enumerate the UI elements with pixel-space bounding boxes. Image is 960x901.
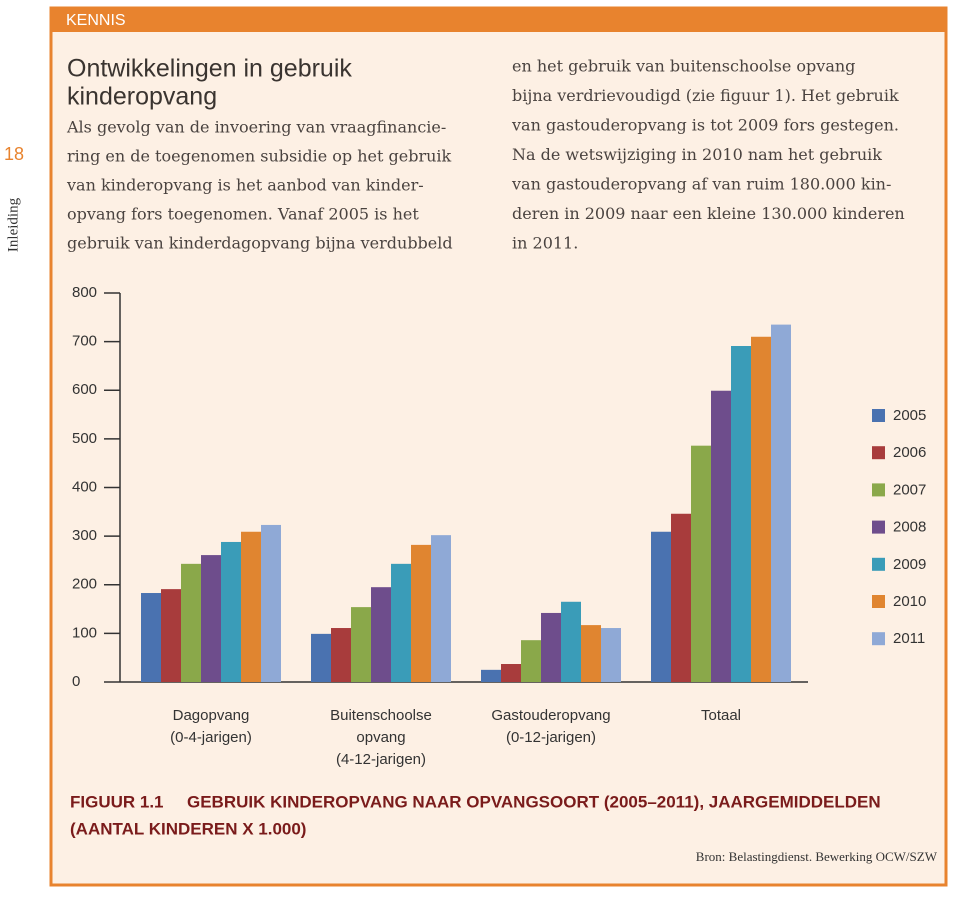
bar xyxy=(431,535,451,682)
article-title: kinderopvang xyxy=(67,83,217,111)
paragraph-line: en het gebruik van buitenschoolse opvang xyxy=(512,57,855,76)
y-tick-label: 400 xyxy=(72,478,97,495)
x-tick-label: (0-12-jarigen) xyxy=(506,729,596,746)
bar xyxy=(521,640,541,682)
bar xyxy=(261,524,281,682)
x-tick-label: Dagopvang xyxy=(173,707,250,724)
legend-swatch xyxy=(872,409,885,422)
bar xyxy=(181,563,201,682)
bar xyxy=(331,628,351,682)
bar xyxy=(481,669,501,682)
paragraph-line: deren in 2009 naar een kleine 130.000 ki… xyxy=(512,204,905,223)
bar xyxy=(411,544,431,682)
bar xyxy=(221,541,241,682)
paragraph-line: van gastouderopvang is tot 2009 fors ges… xyxy=(511,116,899,135)
page-number: 18 xyxy=(4,144,24,164)
bar xyxy=(601,628,621,682)
bar xyxy=(351,607,371,682)
x-tick-label: (0-4-jarigen) xyxy=(170,729,252,746)
bar xyxy=(391,563,411,682)
x-tick-label: Totaal xyxy=(701,707,741,724)
figure-caption: (AANTAL KINDEREN X 1.000) xyxy=(70,819,306,838)
y-tick-label: 500 xyxy=(72,430,97,447)
article-title: Ontwikkelingen in gebruik xyxy=(67,55,352,83)
figure-caption: GEBRUIK KINDEROPVANG NAAR OPVANGSOORT (2… xyxy=(187,792,881,811)
y-tick-label: 700 xyxy=(72,333,97,350)
legend-label: 2007 xyxy=(893,481,926,498)
figure-source: Bron: Belastingdienst. Bewerking OCW/SZW xyxy=(696,849,938,864)
legend-swatch xyxy=(872,520,885,534)
x-tick-label: opvang xyxy=(356,729,405,746)
bar xyxy=(311,633,331,682)
paragraph-line: in 2011. xyxy=(512,234,578,253)
bar xyxy=(141,593,161,682)
figure-number: FIGUUR 1.1 xyxy=(70,792,164,811)
bar xyxy=(671,513,691,682)
paragraph-line: bijna verdrievoudigd (zie figuur 1). Het… xyxy=(512,86,899,105)
y-tick-label: 100 xyxy=(72,624,97,641)
bar xyxy=(771,324,791,682)
paragraph-line: opvang fors toegenomen. Vanaf 2005 is he… xyxy=(67,205,419,224)
bar xyxy=(691,445,711,682)
legend-label: 2011 xyxy=(893,630,925,647)
y-tick-label: 600 xyxy=(72,381,97,398)
legend-label: 2006 xyxy=(893,444,926,461)
paragraph-line: Als gevolg van de invoering van vraagfin… xyxy=(66,118,446,137)
bar xyxy=(711,390,731,682)
section-label: KENNIS xyxy=(66,12,126,29)
y-tick-label: 200 xyxy=(72,576,97,593)
x-tick-label: Gastouderopvang xyxy=(491,707,610,724)
paragraph-line: gebruik van kinderdagopvang bijna verdub… xyxy=(67,234,453,253)
bar xyxy=(731,346,751,682)
bar xyxy=(561,601,581,682)
legend-label: 2009 xyxy=(893,556,926,573)
paragraph-line: ring en de toegenomen subsidie op het ge… xyxy=(67,147,452,166)
legend-swatch xyxy=(872,446,885,460)
x-tick-label: (4-12-jarigen) xyxy=(336,751,426,768)
paragraph-line: Na de wetswijziging in 2010 nam het gebr… xyxy=(512,145,882,164)
legend-label: 2008 xyxy=(893,519,926,536)
bar xyxy=(651,531,671,682)
legend-swatch xyxy=(872,595,885,608)
y-tick-label: 0 xyxy=(72,673,80,690)
legend-swatch xyxy=(872,483,885,497)
y-tick-label: 300 xyxy=(72,527,97,544)
bar xyxy=(541,612,561,682)
panel xyxy=(49,6,948,887)
bar xyxy=(201,555,221,682)
bar xyxy=(751,336,771,682)
legend-swatch xyxy=(872,632,885,646)
paragraph-line: van kinderopvang is het aanbod van kinde… xyxy=(66,176,424,195)
legend-label: 2010 xyxy=(893,593,926,610)
header-bar xyxy=(51,8,946,32)
x-tick-label: Buitenschoolse xyxy=(330,707,432,724)
running-head: Inleiding xyxy=(5,197,21,252)
bar xyxy=(501,664,521,682)
y-tick-label: 800 xyxy=(72,284,97,301)
bar xyxy=(161,589,181,682)
bar xyxy=(581,625,601,682)
paragraph-line: van gastouderopvang af van ruim 180.000 … xyxy=(511,175,891,194)
bar xyxy=(371,587,391,682)
legend-label: 2005 xyxy=(893,407,926,424)
bar xyxy=(241,531,261,682)
legend-swatch xyxy=(872,557,885,571)
